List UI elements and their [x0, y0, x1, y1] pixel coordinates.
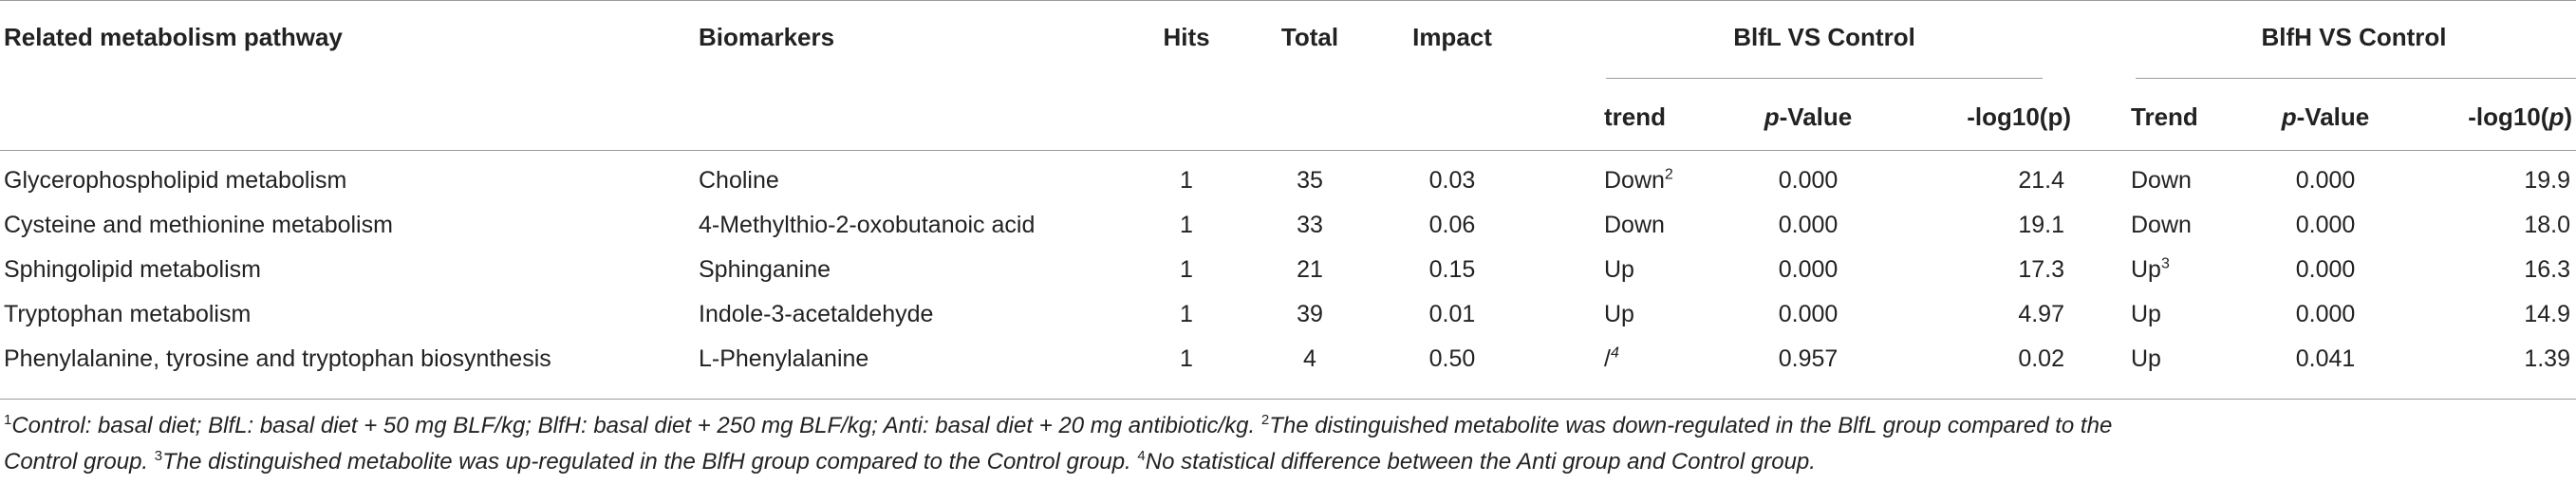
header-rule	[0, 150, 2576, 151]
cell-p-h: 0.000	[2295, 212, 2356, 238]
cell-hits: 1	[1180, 301, 1193, 327]
footnotes: 1Control: basal diet; BlfL: basal diet +…	[4, 408, 2567, 480]
cell-hits: 1	[1180, 212, 1193, 238]
cell-total: 35	[1297, 167, 1323, 194]
cell-log-l: 21.4	[2018, 167, 2064, 194]
cell-trend-h: Down	[2131, 167, 2192, 194]
cell-log-h: 18.0	[2524, 212, 2570, 238]
cell-log-l: 4.97	[2018, 301, 2064, 327]
cell-total: 39	[1297, 301, 1323, 327]
cell-trend-l: Down	[1604, 212, 1665, 238]
cell-biomarker: L-Phenylalanine	[699, 345, 869, 372]
cell-hits: 1	[1180, 167, 1193, 194]
header-group-blfl: BlfL VS Control	[1733, 23, 1915, 51]
header-hits: Hits	[1163, 23, 1210, 51]
cell-log-l: 0.02	[2018, 345, 2064, 372]
footnote-1: 1Control: basal diet; BlfL: basal diet +…	[4, 412, 1256, 438]
header-trend-blfl: trend	[1604, 102, 1666, 131]
cell-total: 33	[1297, 212, 1323, 238]
cell-pathway: Glycerophospholipid metabolism	[4, 167, 347, 194]
cell-pathway: Cysteine and methionine metabolism	[4, 212, 393, 238]
footnote-4: 4No statistical difference between the A…	[1137, 448, 1816, 475]
cell-pathway: Phenylalanine, tyrosine and tryptophan b…	[4, 345, 551, 372]
header-log-blfl: -log10(p)	[1967, 102, 2071, 131]
header-log-blfh: -log10(p)	[2468, 102, 2572, 131]
cell-p-l: 0.957	[1778, 345, 1839, 372]
cell-p-l: 0.000	[1778, 256, 1839, 283]
cell-impact: 0.01	[1428, 301, 1476, 327]
cell-trend-h: Up	[2131, 345, 2161, 372]
cell-pathway: Tryptophan metabolism	[4, 301, 252, 327]
cell-trend-h: Down	[2131, 212, 2192, 238]
footnote-2: 2The distinguished metabolite was down-r…	[4, 412, 2113, 475]
cell-trend-l: /4	[1604, 344, 1619, 372]
cell-log-h: 1.39	[2524, 345, 2570, 372]
cell-biomarker: Sphinganine	[699, 256, 831, 283]
group-rule-blfh	[2136, 78, 2576, 79]
cell-biomarker: 4-Methylthio-2-oxobutanoic acid	[699, 212, 1036, 238]
cell-p-h: 0.000	[2295, 167, 2356, 194]
cell-total: 4	[1303, 345, 1316, 372]
cell-log-h: 16.3	[2524, 256, 2570, 283]
top-rule	[0, 0, 2576, 1]
cell-log-l: 19.1	[2018, 212, 2064, 238]
cell-impact: 0.06	[1428, 212, 1476, 238]
header-group-blfh: BlfH VS Control	[2261, 23, 2447, 51]
header-pvalue-blfh: p-Value	[2281, 102, 2370, 131]
header-impact: Impact	[1412, 23, 1492, 51]
cell-impact: 0.50	[1428, 345, 1476, 372]
cell-biomarker: Indole-3-acetaldehyde	[699, 301, 934, 327]
header-trend-blfh: Trend	[2131, 102, 2198, 131]
cell-trend-l: Down2	[1604, 166, 1673, 194]
cell-p-h: 0.000	[2295, 301, 2356, 327]
body-rule	[0, 399, 2576, 400]
cell-trend-h: Up	[2131, 301, 2161, 327]
cell-total: 21	[1297, 256, 1323, 283]
cell-hits: 1	[1180, 345, 1193, 372]
cell-impact: 0.03	[1428, 167, 1476, 194]
cell-trend-h: Up3	[2131, 255, 2170, 283]
header-biomarkers: Biomarkers	[699, 23, 835, 51]
footnote-3: 3The distinguished metabolite was up-reg…	[154, 448, 1131, 475]
cell-p-h: 0.041	[2295, 345, 2356, 372]
cell-impact: 0.15	[1428, 256, 1476, 283]
cell-biomarker: Choline	[699, 167, 779, 194]
cell-pathway: Sphingolipid metabolism	[4, 256, 261, 283]
cell-trend-l: Up	[1604, 256, 1634, 283]
cell-log-h: 19.9	[2524, 167, 2570, 194]
cell-p-l: 0.000	[1778, 301, 1839, 327]
cell-trend-l: Up	[1604, 301, 1634, 327]
cell-hits: 1	[1180, 256, 1193, 283]
cell-p-l: 0.000	[1778, 212, 1839, 238]
cell-log-h: 14.9	[2524, 301, 2570, 327]
cell-log-l: 17.3	[2018, 256, 2064, 283]
header-total: Total	[1280, 23, 1339, 51]
group-rule-blfl	[1606, 78, 2043, 79]
cell-p-h: 0.000	[2295, 256, 2356, 283]
cell-p-l: 0.000	[1778, 167, 1839, 194]
header-pathway: Related metabolism pathway	[4, 23, 343, 51]
header-pvalue-blfl: p-Value	[1764, 102, 1853, 131]
